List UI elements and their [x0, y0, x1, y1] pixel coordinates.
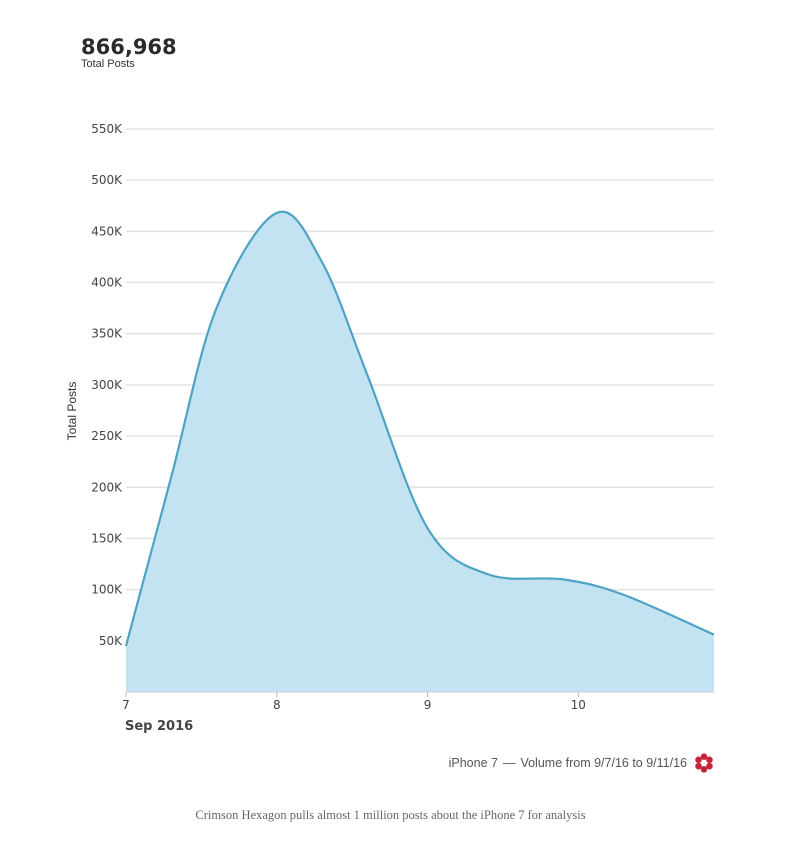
x-tick-label: 9: [424, 698, 432, 712]
x-tick-label: 8: [273, 698, 281, 712]
footer-dash: —: [502, 756, 516, 770]
x-tick-label: 7: [122, 698, 130, 712]
x-axis: 7 8 9 10: [122, 691, 714, 712]
series-area: [124, 210, 715, 692]
x-axis-period-label: Sep 2016: [125, 719, 193, 734]
volume-area-chart: 50K 100K 150K 200K 250K 300K 350K 400K 450K 500K 5…: [65, 122, 715, 734]
y-tick-label: 200K: [91, 480, 123, 494]
footer-range-text: Volume from 9/7/16 to 9/11/16: [520, 756, 687, 770]
figure-caption: Crimson Hexagon pulls almost 1 million p…: [195, 808, 586, 822]
y-axis-title: Total Posts: [65, 382, 79, 441]
y-tick-label: 350K: [91, 327, 123, 341]
x-tick-label: 10: [571, 698, 586, 712]
total-posts-value: 866,968: [81, 35, 177, 59]
logo-dot: [695, 756, 702, 764]
y-tick-label: 250K: [91, 429, 123, 443]
logo-dot: [706, 762, 713, 770]
chart-footer: iPhone 7 — Volume from 9/7/16 to 9/11/16: [449, 752, 715, 774]
total-posts-label: Total Posts: [81, 58, 135, 70]
total-posts-summary: 866,968 Total Posts: [81, 34, 177, 70]
y-tick-label: 50K: [99, 634, 123, 648]
y-tick-label: 500K: [91, 173, 123, 187]
logo-dot: [706, 756, 713, 764]
crimson-hexagon-logo-icon: [695, 753, 713, 773]
logo-dot: [700, 753, 708, 760]
logo-dot: [695, 762, 702, 770]
footer-series-name: iPhone 7: [448, 756, 498, 770]
series-area-fill: [126, 211, 714, 692]
y-tick-label: 150K: [91, 531, 123, 545]
logo-dot: [700, 766, 708, 773]
y-tick-label: 100K: [91, 583, 123, 597]
y-axis: 50K 100K 150K 200K 250K 300K 350K 400K 450K 500K 5…: [91, 122, 123, 648]
y-tick-label: 450K: [91, 224, 123, 238]
y-tick-label: 400K: [91, 276, 123, 290]
y-tick-label: 550K: [91, 122, 123, 136]
y-tick-label: 300K: [91, 378, 123, 392]
series-line: [124, 210, 715, 647]
